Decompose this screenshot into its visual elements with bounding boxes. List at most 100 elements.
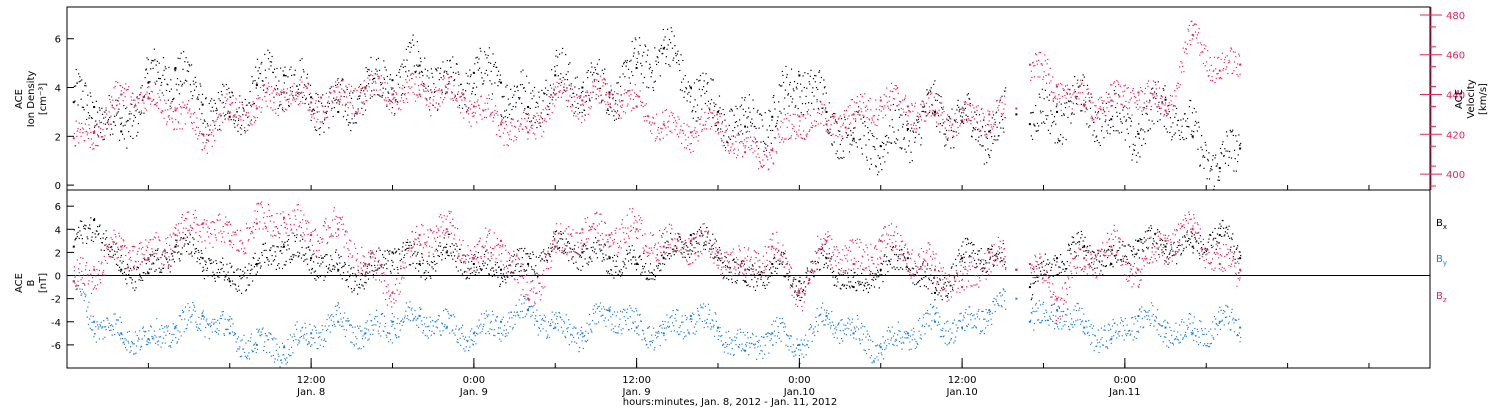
velocity-series-sample xyxy=(1166,111,1167,112)
velocity-series-sample xyxy=(1192,25,1193,26)
by-series-sample xyxy=(80,295,81,296)
ion-density-series-sample xyxy=(206,139,207,140)
ion-density-series-sample xyxy=(240,134,241,135)
velocity-series-sample xyxy=(874,124,875,125)
by-series-sample xyxy=(561,319,562,320)
ion-density-series-sample xyxy=(789,84,790,85)
velocity-series-sample xyxy=(96,125,97,126)
velocity-series-sample xyxy=(583,96,584,97)
ion-density-series-sample xyxy=(877,174,878,175)
ion-density-series-sample xyxy=(212,120,213,121)
velocity-series-sample xyxy=(846,128,847,129)
by-series-sample xyxy=(295,339,296,340)
velocity-series-sample xyxy=(1053,92,1054,93)
ion-density-series-sample xyxy=(981,145,982,146)
ion-density-series-sample xyxy=(339,101,340,102)
velocity-series-sample xyxy=(547,106,548,107)
velocity-series-sample xyxy=(859,101,860,102)
velocity-series-sample xyxy=(157,102,158,103)
ion-density-series-sample xyxy=(151,62,152,63)
ion-density-series-sample xyxy=(528,82,529,83)
by-series-point xyxy=(500,321,502,323)
ion-density-series-sample xyxy=(183,51,184,52)
velocity-series-sample xyxy=(1046,83,1047,84)
velocity-series-sample xyxy=(1153,93,1154,94)
velocity-series-sample xyxy=(270,100,271,101)
ion-density-series-sample xyxy=(345,111,346,112)
velocity-series-sample xyxy=(77,128,78,129)
velocity-series-sample xyxy=(1206,61,1207,62)
velocity-series-sample xyxy=(710,112,711,113)
ion-density-series-sample xyxy=(717,129,718,130)
by-series-sample xyxy=(610,306,611,307)
velocity-series-sample xyxy=(428,106,429,107)
ion-density-series-sample xyxy=(740,106,741,107)
velocity-series-sample xyxy=(837,123,838,124)
by-series-sample xyxy=(608,319,609,320)
velocity-series-sample xyxy=(483,110,484,111)
velocity-series-sample xyxy=(994,124,995,125)
velocity-series-sample xyxy=(849,124,850,125)
by-series-sample xyxy=(625,324,626,325)
ion-density-series-sample xyxy=(1157,121,1158,122)
ion-density-series-sample xyxy=(890,109,891,110)
velocity-series-sample xyxy=(375,82,376,83)
by-series-sample xyxy=(238,336,239,337)
velocity-series-sample xyxy=(793,126,794,127)
by-series-sample xyxy=(686,319,687,320)
velocity-series-sample xyxy=(403,100,404,101)
by-series-sample xyxy=(468,350,469,351)
ion-density-series-sample xyxy=(935,100,936,101)
by-series-sample xyxy=(416,325,417,326)
velocity-series-sample xyxy=(1052,76,1053,77)
ion-density-series-sample xyxy=(513,94,514,95)
ion-density-series-sample xyxy=(873,146,874,147)
ion-density-series-sample xyxy=(377,94,378,95)
by-series-sample xyxy=(157,341,158,342)
velocity-series-sample xyxy=(641,105,642,106)
velocity-series-sample xyxy=(228,118,229,119)
velocity-series-sample xyxy=(475,112,476,113)
by-series-sample xyxy=(412,314,413,315)
by-series-sample xyxy=(644,339,645,340)
velocity-series-sample xyxy=(488,108,489,109)
velocity-series-sample xyxy=(370,74,371,75)
ion-density-series-sample xyxy=(501,116,502,117)
ion-density-series-sample xyxy=(904,137,905,138)
ion-density-series-sample xyxy=(767,145,768,146)
velocity-series-sample xyxy=(387,82,388,83)
ion-density-series-sample xyxy=(283,70,284,71)
ion-density-series-sample xyxy=(276,85,277,86)
velocity-series-sample xyxy=(1134,102,1135,103)
velocity-series-sample xyxy=(938,123,939,124)
ion-density-series-sample xyxy=(948,120,949,121)
velocity-series-sample xyxy=(1202,52,1203,53)
velocity-series-sample xyxy=(773,163,774,164)
velocity-series-sample xyxy=(582,116,583,117)
ion-density-series-sample xyxy=(245,115,246,116)
velocity-series-sample xyxy=(1116,80,1117,81)
ion-density-series-sample xyxy=(493,66,494,67)
by-series-sample xyxy=(495,320,496,321)
velocity-series-sample xyxy=(1058,84,1059,85)
velocity-series-sample xyxy=(1040,52,1041,53)
by-series-sample xyxy=(171,342,172,343)
by-series-sample xyxy=(666,314,667,315)
by-series-sample xyxy=(162,328,163,329)
velocity-series-sample xyxy=(651,124,652,125)
by-series-sample xyxy=(322,329,323,330)
ion-density-series-sample xyxy=(728,136,729,137)
ion-density-series-sample xyxy=(164,79,165,80)
by-series-sample xyxy=(677,310,678,311)
velocity-series-sample xyxy=(199,133,200,134)
by-series-sample xyxy=(736,337,737,338)
ion-density-series-sample xyxy=(192,98,193,99)
by-series-sample xyxy=(743,332,744,333)
velocity-series-sample xyxy=(889,101,890,102)
ion-density-series-sample xyxy=(364,93,365,94)
velocity-series-sample xyxy=(1206,70,1207,71)
by-series-point xyxy=(581,332,583,334)
ion-density-series-sample xyxy=(995,122,996,123)
ion-density-series-sample xyxy=(401,94,402,95)
by-series-sample xyxy=(493,335,494,336)
